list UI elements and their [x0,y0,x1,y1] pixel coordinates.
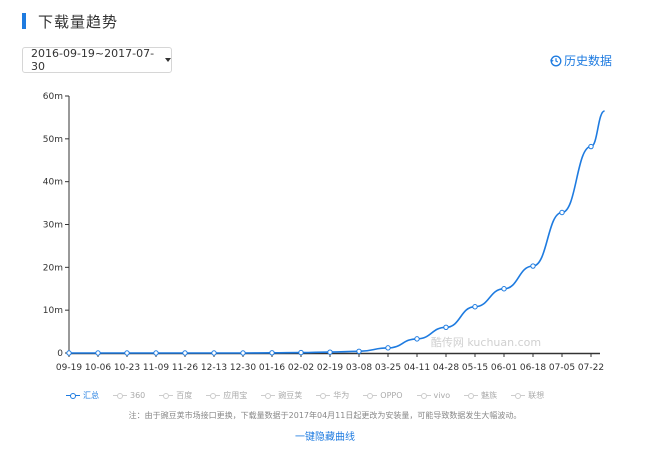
data-point-marker [588,143,594,150]
legend-marker-icon [261,392,276,400]
section-header: 下载量趋势 [0,12,119,31]
legend-label: 华为 [333,391,350,400]
data-point-marker [240,350,246,356]
data-point-marker [327,349,333,355]
data-point-marker [414,336,420,342]
legend-marker-icon [363,392,378,400]
legend-item[interactable]: 360 [113,391,145,400]
legend-item[interactable]: 华为 [316,390,349,401]
legend-item[interactable]: OPPO [363,391,403,400]
data-point-marker [356,348,362,354]
data-point-marker [66,350,72,356]
x-tick-label: 10-06 [85,363,111,373]
series-line [69,110,606,354]
data-point-marker [501,286,507,292]
legend-label: 汇总 [83,391,99,400]
legend-item[interactable]: 联想 [511,390,544,401]
y-tick-label: 50m [43,135,63,145]
y-tick-label: 0 [57,349,63,359]
y-tick-label: 20m [43,263,63,273]
legend-label: 360 [130,391,146,400]
legend-item[interactable]: 应用宝 [206,390,247,401]
legend-marker-icon [206,392,221,400]
x-tick-label: 11-26 [172,363,198,373]
data-point-marker [530,263,536,269]
legend-label: 应用宝 [223,391,248,400]
date-range-label: 2016-09-19~2017-07-30 [31,47,155,73]
chart-legend: 汇总 360 百度 应用宝 豌豆荚 华为 OPPO vivo 魅族 联想 [66,390,558,401]
history-data-link[interactable]: 历史数据 [550,52,612,69]
data-point-marker [385,345,391,351]
x-tick-label: 11-09 [143,363,169,373]
x-tick-label: 05-15 [462,363,488,373]
data-point-marker [182,350,188,356]
y-tick-label: 10m [43,306,63,316]
data-point-marker [124,350,130,356]
data-point-marker [211,350,217,356]
x-tick-label: 07-22 [578,363,604,373]
data-point-marker [153,350,159,356]
legend-marker-icon [511,392,526,400]
x-tick-label: 03-08 [346,363,372,373]
x-tick-label: 10-23 [114,363,140,373]
legend-marker-icon [316,392,331,400]
history-clock-icon [550,55,562,66]
page-title: 下载量趋势 [38,12,119,31]
x-tick-label: 12-30 [230,363,256,373]
y-tick-label: 30m [43,221,63,231]
legend-marker-icon [113,392,127,400]
x-tick-label: 02-02 [288,363,314,373]
title-accent-bar [22,13,26,29]
legend-marker-icon [416,392,431,400]
x-tick-label: 07-05 [549,363,575,373]
legend-item[interactable]: 百度 [159,390,192,401]
legend-label: 百度 [176,391,193,400]
y-tick-label: 40m [43,178,63,188]
x-tick-label: 02-19 [317,363,343,373]
x-tick-label: 01-16 [259,363,285,373]
legend-item[interactable]: 汇总 [66,390,99,401]
legend-label: OPPO [380,391,403,400]
x-tick-label: 09-19 [56,363,82,373]
watermark-text: 酷传网 kuchuan.com [431,336,541,349]
legend-item[interactable]: 豌豆荚 [261,390,302,401]
history-data-label: 历史数据 [563,54,612,68]
data-point-marker [298,349,304,356]
x-tick-label: 04-11 [404,363,430,373]
legend-label: vivo [433,391,451,400]
data-point-marker [559,209,565,216]
x-tick-label: 03-25 [375,363,401,373]
x-tick-label: 12-13 [201,363,227,373]
data-point-marker [269,350,275,356]
legend-label: 魅族 [481,391,498,400]
chevron-down-icon [165,58,171,62]
data-point-marker [472,304,478,310]
data-point-marker [443,324,449,330]
y-tick-label: 60m [43,92,63,102]
legend-label: 联想 [528,391,545,400]
legend-item[interactable]: vivo [416,391,451,400]
data-note: 注：由于豌豆荚市场接口更换，下载量数据于2017年04月11日起更改为安装量，可… [128,411,522,420]
x-tick-label: 06-01 [491,363,517,373]
x-tick-label: 04-28 [433,363,459,373]
legend-marker-icon [464,392,479,400]
x-tick-label: 06-18 [520,363,546,373]
date-range-dropdown[interactable]: 2016-09-19~2017-07-30 [22,47,172,73]
legend-item[interactable]: 魅族 [464,390,497,401]
legend-label: 豌豆荚 [278,391,303,400]
legend-marker-icon [66,392,80,400]
data-point-marker [95,350,101,356]
legend-marker-icon [159,392,174,400]
hide-all-curves-link[interactable]: 一键隐藏曲线 [295,432,355,443]
